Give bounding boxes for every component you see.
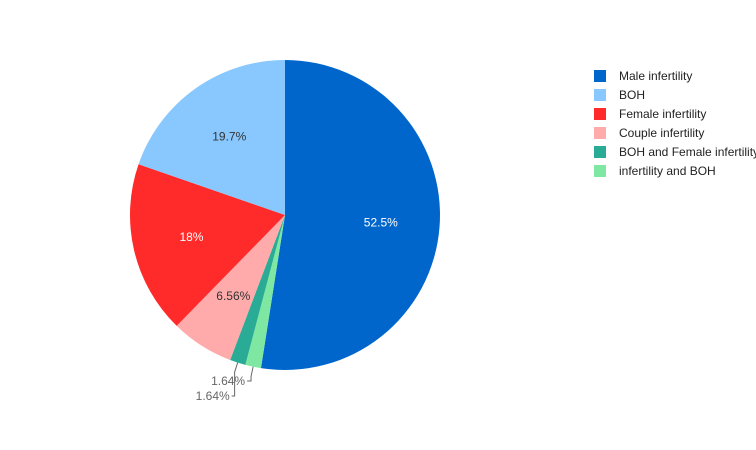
pie-label-boh: 19.7%	[212, 130, 246, 144]
pie-slice-female-infertility[interactable]	[129, 164, 285, 326]
legend-item-boh-and-female-infertility[interactable]: BOH and Female infertility	[594, 142, 756, 161]
pie-slice-male-infertility[interactable]	[260, 60, 441, 370]
pie-label-couple-infertility: 6.56%	[216, 289, 250, 303]
pie-label-boh-and-female-infertility: 1.64%	[196, 389, 230, 403]
legend-item-couple-infertility[interactable]: Couple infertility	[594, 123, 756, 142]
pie-slice-boh-and-female-infertility[interactable]	[230, 215, 285, 365]
legend-label: Couple infertility	[619, 125, 705, 140]
legend-swatch	[594, 145, 606, 158]
legend-swatch	[594, 126, 606, 139]
chart-legend: Male infertility BOH Female infertility Cou…	[594, 66, 756, 180]
legend-label: Female infertility	[619, 106, 707, 121]
legend-swatch	[594, 69, 606, 82]
legend-label: Male infertility	[619, 68, 693, 83]
legend-label: BOH and Female infertility	[619, 144, 756, 159]
legend-item-infertility-and-boh[interactable]: infertility and BOH	[594, 161, 756, 180]
legend-label: BOH	[619, 87, 646, 102]
pie-slice-boh[interactable]	[138, 59, 285, 215]
legend-item-female-infertility[interactable]: Female infertility	[594, 104, 756, 123]
legend-swatch	[594, 107, 606, 120]
legend-swatch	[594, 164, 606, 177]
pie-label-female-infertility: 18%	[179, 230, 203, 244]
pie-slice-couple-infertility[interactable]	[176, 215, 285, 360]
pie-slice-infertility-and-boh[interactable]	[245, 215, 285, 369]
legend-item-male-infertility[interactable]: Male infertility	[594, 66, 756, 85]
legend-label: infertility and BOH	[619, 163, 716, 178]
pie-leader-infertility-and-boh	[247, 366, 254, 382]
legend-item-boh[interactable]: BOH	[594, 85, 756, 104]
pie-slices	[129, 59, 441, 370]
legend-swatch	[594, 88, 606, 101]
pie-label-infertility-and-boh: 1.64%	[211, 374, 245, 388]
pie-labels: 52.5% 1.64%1.64% 6.56% 18% 19.7%	[179, 130, 398, 403]
pie-leader-boh-and-female-infertility	[231, 362, 239, 397]
pie-label-male-infertility: 52.5%	[364, 215, 398, 229]
